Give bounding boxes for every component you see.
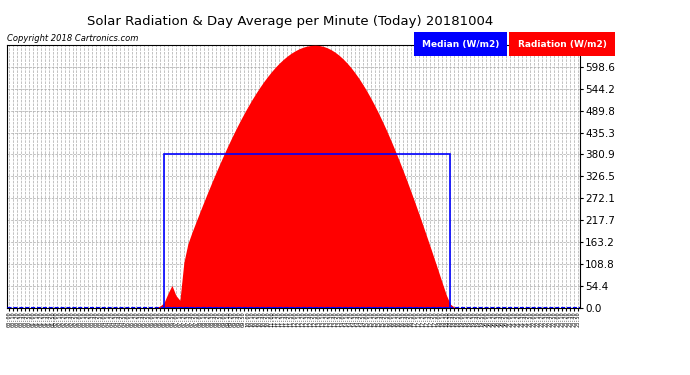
Text: Copyright 2018 Cartronics.com: Copyright 2018 Cartronics.com [7, 34, 138, 43]
Bar [164, 154, 451, 308]
Text: Solar Radiation & Day Average per Minute (Today) 20181004: Solar Radiation & Day Average per Minute… [87, 15, 493, 28]
Text: Radiation (W/m2): Radiation (W/m2) [518, 40, 607, 49]
Text: Median (W/m2): Median (W/m2) [422, 40, 500, 49]
